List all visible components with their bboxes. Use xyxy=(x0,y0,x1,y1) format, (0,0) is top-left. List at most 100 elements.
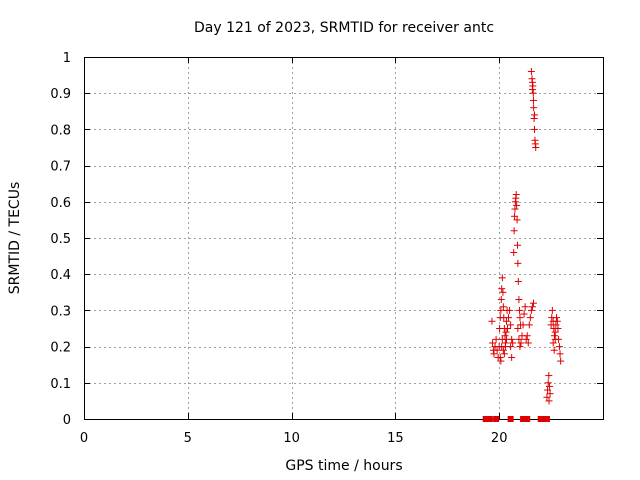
data-point xyxy=(515,296,523,304)
data-points xyxy=(482,67,565,422)
baseline-marker xyxy=(493,416,500,422)
data-point xyxy=(520,310,528,318)
data-point xyxy=(530,111,538,119)
data-point xyxy=(525,321,533,329)
data-point xyxy=(513,216,521,224)
data-point xyxy=(489,339,497,347)
y-tick-label: 0.5 xyxy=(50,232,71,247)
data-point xyxy=(516,314,524,322)
data-point xyxy=(526,314,534,322)
data-point xyxy=(546,390,554,398)
y-tick-label: 0.9 xyxy=(50,87,71,102)
grid xyxy=(84,57,603,419)
data-point xyxy=(523,332,531,340)
y-tick-label: 0 xyxy=(63,413,71,428)
x-axis-label: GPS time / hours xyxy=(285,458,402,474)
x-tick-labels: 0 5 10 15 20 xyxy=(80,431,508,446)
data-point xyxy=(550,332,558,340)
data-point xyxy=(497,296,505,304)
data-point xyxy=(514,325,522,332)
y-tick-label: 0.3 xyxy=(50,304,71,319)
x-tick-label: 20 xyxy=(491,431,508,446)
y-tick-label: 0.6 xyxy=(50,196,71,211)
axis-ticks xyxy=(84,57,603,420)
x-tick-label: 10 xyxy=(283,431,300,446)
data-point xyxy=(529,96,537,104)
data-point xyxy=(554,325,562,332)
data-point xyxy=(528,303,536,311)
data-point xyxy=(488,317,496,325)
data-point xyxy=(509,339,517,347)
data-point xyxy=(548,306,556,314)
data-point xyxy=(555,343,563,351)
data-point xyxy=(512,191,520,199)
data-point xyxy=(510,248,518,256)
chart-title: Day 121 of 2023, SRMTID for receiver ant… xyxy=(194,20,494,36)
data-point xyxy=(543,393,551,401)
baseline-marker xyxy=(486,416,493,422)
data-point xyxy=(552,314,560,322)
x-tick-label: 0 xyxy=(80,431,88,446)
data-point xyxy=(501,332,509,340)
data-point xyxy=(513,241,521,249)
data-point xyxy=(499,288,507,296)
data-point xyxy=(497,357,505,365)
data-point xyxy=(511,212,519,220)
data-point xyxy=(545,382,553,390)
data-point xyxy=(504,325,512,332)
data-point xyxy=(553,317,561,325)
data-point xyxy=(529,89,537,97)
data-point xyxy=(507,343,515,351)
baseline-marker xyxy=(543,416,550,422)
data-point xyxy=(530,104,538,112)
data-point xyxy=(505,314,513,322)
data-point xyxy=(544,379,552,387)
data-point xyxy=(493,346,501,354)
data-point xyxy=(551,328,559,336)
data-point xyxy=(524,339,532,347)
data-point xyxy=(527,67,535,75)
data-point xyxy=(527,306,535,314)
data-point xyxy=(545,397,553,405)
data-point xyxy=(557,357,565,365)
x-tick-label: 5 xyxy=(184,431,192,446)
y-tick-labels: 0 0.1 0.2 0.3 0.4 0.5 0.6 0.7 0.8 0.9 1 xyxy=(50,51,71,428)
data-point xyxy=(507,321,515,329)
data-point xyxy=(549,339,557,347)
data-point xyxy=(530,125,538,133)
data-point xyxy=(514,277,522,285)
y-tick-label: 0.4 xyxy=(50,268,71,283)
data-point xyxy=(498,285,506,293)
data-point xyxy=(556,350,564,358)
data-point xyxy=(496,353,504,361)
data-point xyxy=(490,350,498,358)
data-point xyxy=(532,144,540,151)
y-axis-label: SRMTID / TECUs xyxy=(7,182,23,295)
baseline-marker xyxy=(507,416,514,422)
data-point xyxy=(506,306,514,314)
data-point xyxy=(497,306,505,314)
data-point xyxy=(502,328,510,336)
data-point xyxy=(500,350,508,358)
y-tick-label: 0.2 xyxy=(50,341,71,356)
y-tick-label: 0.8 xyxy=(50,123,71,138)
y-tick-label: 1 xyxy=(63,51,71,66)
y-tick-label: 0.1 xyxy=(50,377,71,392)
data-point xyxy=(550,346,558,354)
data-point xyxy=(502,317,510,325)
data-point xyxy=(514,259,522,267)
y-tick-label: 0.7 xyxy=(50,160,71,175)
data-point xyxy=(516,343,524,351)
data-point xyxy=(508,353,516,361)
data-point xyxy=(510,227,518,235)
data-point xyxy=(498,274,506,282)
baseline-marker xyxy=(524,416,531,422)
data-point xyxy=(551,335,559,343)
data-point xyxy=(529,299,537,307)
data-point xyxy=(522,335,530,343)
data-point xyxy=(519,321,527,329)
data-point xyxy=(511,205,519,213)
data-point xyxy=(528,86,536,94)
data-point xyxy=(544,386,552,394)
